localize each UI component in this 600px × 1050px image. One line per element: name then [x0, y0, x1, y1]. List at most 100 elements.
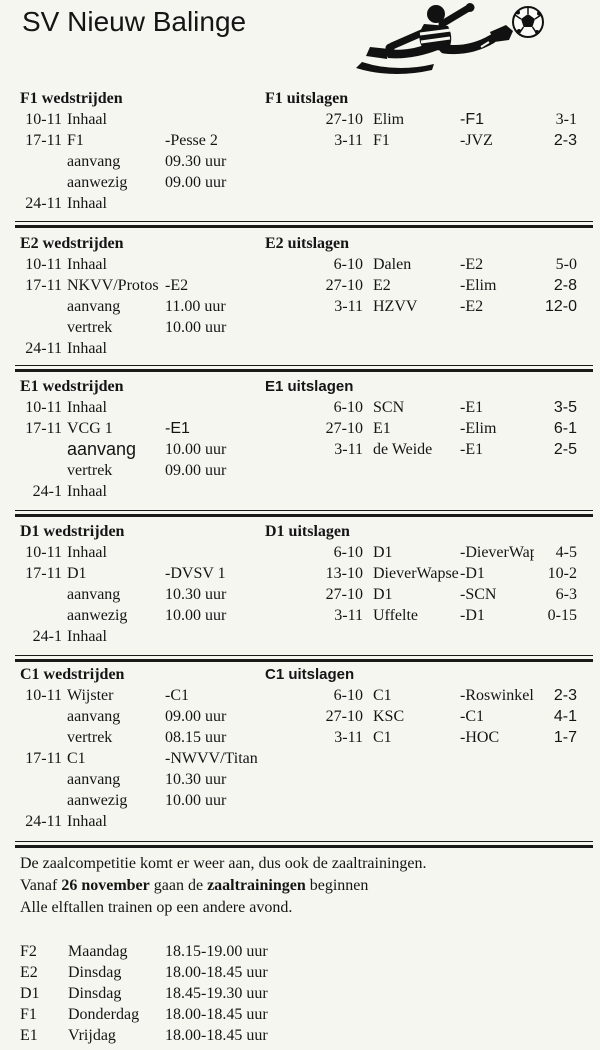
- home-team-cell: C1: [373, 687, 392, 704]
- training-row: E2 Dinsdag 18.00-18.45 uur: [20, 962, 420, 983]
- training-row: D1 Dinsdag 18.45-19.30 uur: [20, 983, 420, 1004]
- result-row: 3-11 C1 -HOC 1-7: [265, 727, 577, 748]
- away-team-cell: -DieverWapse: [460, 544, 534, 561]
- match-row: 24-11 Inhaal: [20, 811, 265, 832]
- page-title: SV Nieuw Balinge: [22, 6, 247, 37]
- away-team-cell: -Elim: [460, 277, 497, 294]
- value-cell: -DVSV 1: [165, 565, 226, 582]
- team-cell: F1: [20, 1006, 37, 1023]
- result-row: 27-10 Elim -F1 3-1: [265, 109, 577, 130]
- value-cell: [162, 193, 265, 214]
- away-team-cell: -SCN: [460, 586, 497, 603]
- score-cell: 2-8: [553, 277, 577, 294]
- label-cell: aanwezig: [67, 174, 128, 191]
- team-cell: E2: [20, 964, 38, 981]
- soccer-ball-icon: [512, 6, 544, 38]
- home-team-cell: C1: [373, 729, 392, 746]
- match-row: 10-11 Inhaal: [20, 109, 265, 130]
- score-cell: 6-3: [555, 586, 577, 603]
- match-row: aanvang 10.30 uur: [20, 769, 265, 790]
- team-cell: F1: [67, 132, 84, 149]
- match-row: 24-1 Inhaal: [20, 626, 265, 647]
- team-cell: F2: [20, 943, 37, 960]
- away-team-cell: -E2: [460, 298, 484, 315]
- day-cell: Dinsdag: [68, 985, 122, 1002]
- date-cell: 27-10: [325, 586, 363, 603]
- match-row: vertrek 10.00 uur: [20, 317, 265, 338]
- team-cell: E1: [20, 1027, 38, 1044]
- match-row: 17-11 F1 -Pesse 2: [20, 130, 265, 151]
- team-cell: C1: [67, 750, 86, 767]
- wedstrijden-heading: C1 wedstrijden: [20, 666, 125, 683]
- time-cell: 18.15-19.00 uur: [165, 943, 268, 960]
- uitslagen-heading: E1 uitslagen: [265, 378, 354, 395]
- team-cell: Inhaal: [67, 628, 107, 645]
- home-team-cell: Dalen: [373, 256, 412, 273]
- date-cell: 24-11: [25, 340, 62, 357]
- score-cell: 12-0: [544, 298, 577, 315]
- value-cell: -C1: [165, 687, 189, 704]
- wedstrijden-heading: E2 wedstrijden: [20, 235, 124, 252]
- value-cell: -E1: [165, 420, 190, 437]
- date-cell: 27-10: [325, 708, 363, 725]
- wedstrijden-heading: D1 wedstrijden: [20, 523, 125, 540]
- match-row: aanvang 09.00 uur: [20, 706, 265, 727]
- date-cell: 3-11: [334, 441, 363, 458]
- c1-uitslagen-column: C1 uitslagen 6-10 C1 -Roswinkel 2-3 27-1…: [265, 664, 577, 748]
- match-row: aanvang 09.30 uur: [20, 151, 265, 172]
- result-row: 6-10 SCN -E1 3-5: [265, 397, 577, 418]
- result-row: 27-10 D1 -SCN 6-3: [265, 584, 577, 605]
- match-row: 10-11 Wijster -C1: [20, 685, 265, 706]
- result-row: 3-11 de Weide -E1 2-5: [265, 439, 577, 460]
- section-divider: [15, 365, 593, 372]
- team-cell: Inhaal: [67, 195, 107, 212]
- home-team-cell: HZVV: [373, 298, 418, 315]
- result-row: 6-10 D1 -DieverWapse 4-5: [265, 542, 577, 563]
- section-divider: [15, 510, 593, 517]
- match-row: aanwezig 09.00 uur: [20, 172, 265, 193]
- away-team-cell: -E2: [460, 256, 484, 273]
- home-team-cell: de Weide: [373, 441, 433, 458]
- match-row: 17-11 C1 -NWVV/Titan: [20, 748, 265, 769]
- away-team-cell: -C1: [460, 708, 484, 725]
- value-cell: [162, 397, 265, 418]
- team-cell: Inhaal: [67, 483, 107, 500]
- label-cell: vertrek: [67, 319, 113, 336]
- announcement-line-2: Vanaf 26 november gaan de zaaltrainingen…: [20, 877, 369, 894]
- away-team-cell: -D1: [460, 565, 485, 582]
- date-cell: 10-11: [25, 111, 62, 128]
- label-cell: aanvang: [67, 708, 121, 725]
- label-cell: aanvang: [67, 153, 121, 170]
- uitslagen-heading: C1 uitslagen: [265, 666, 355, 683]
- time-cell: 10.00 uur: [165, 792, 227, 809]
- c1-wedstrijden-column: C1 wedstrijden 10-11 Wijster -C1 aanvang…: [20, 664, 265, 832]
- away-team-cell: -Roswinkel: [460, 687, 534, 704]
- time-cell: 09.00 uur: [165, 462, 227, 479]
- match-row: vertrek 08.15 uur: [20, 727, 265, 748]
- date-cell: 24-11: [25, 813, 62, 830]
- date-cell: [20, 151, 62, 172]
- away-team-cell: -D1: [460, 607, 485, 624]
- away-team-cell: -JVZ: [460, 132, 493, 149]
- away-team-cell: -Elim: [460, 420, 497, 437]
- f1-uitslagen-column: F1 uitslagen 27-10 Elim -F1 3-1 3-11 F1 …: [265, 88, 577, 151]
- uitslagen-heading: D1 uitslagen: [265, 523, 350, 540]
- day-cell: Maandag: [68, 943, 128, 960]
- label-cell: aanvang: [67, 298, 121, 315]
- team-cell: NKVV/Protos: [67, 277, 159, 294]
- match-row: 17-11 D1 -DVSV 1: [20, 563, 265, 584]
- match-row: 10-11 Inhaal: [20, 254, 265, 275]
- value-cell: -NWVV/Titan: [165, 750, 258, 767]
- score-cell: 5-0: [555, 256, 577, 273]
- value-cell: [162, 109, 265, 130]
- team-cell: Inhaal: [67, 813, 107, 830]
- score-cell: 1-7: [553, 729, 577, 746]
- score-cell: 4-1: [553, 708, 577, 725]
- date-cell: 24-11: [25, 195, 62, 212]
- time-cell: 18.45-19.30 uur: [165, 985, 268, 1002]
- home-team-cell: DieverWapse: [373, 565, 459, 582]
- away-team-cell: -HOC: [460, 729, 500, 746]
- home-team-cell: D1: [373, 586, 393, 603]
- date-cell: [20, 605, 62, 626]
